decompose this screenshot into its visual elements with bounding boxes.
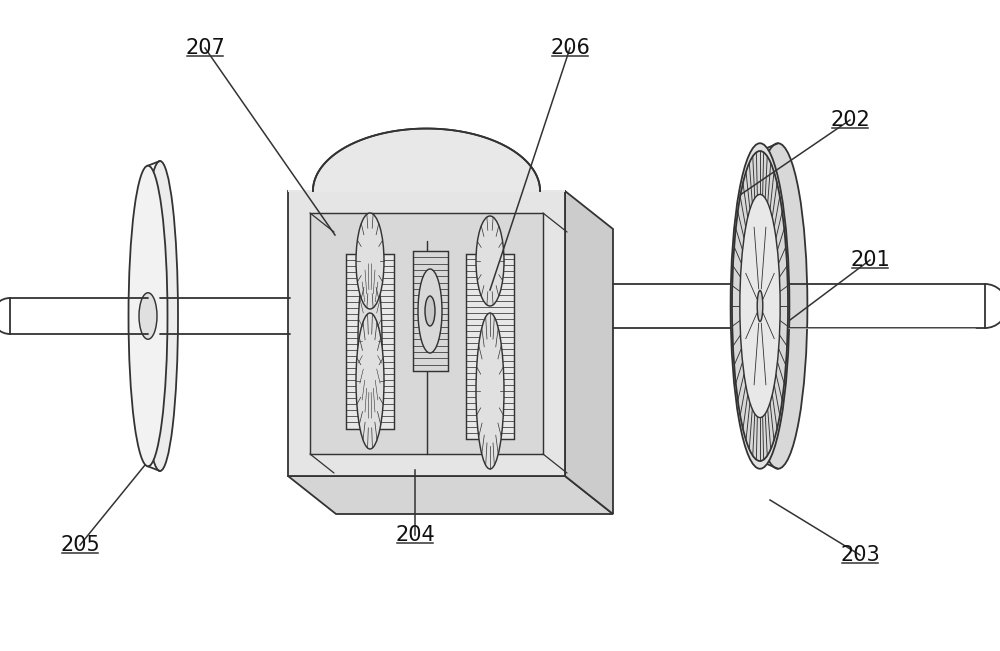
Text: 202: 202: [830, 110, 870, 130]
Ellipse shape: [425, 296, 435, 326]
Ellipse shape: [749, 143, 807, 469]
Ellipse shape: [476, 216, 504, 306]
Text: 201: 201: [850, 250, 890, 270]
Ellipse shape: [732, 151, 788, 461]
Polygon shape: [288, 191, 565, 476]
Ellipse shape: [476, 313, 504, 469]
Ellipse shape: [418, 269, 442, 353]
Ellipse shape: [757, 290, 763, 322]
Text: 204: 204: [395, 525, 435, 545]
Polygon shape: [413, 251, 448, 371]
Text: 205: 205: [60, 535, 100, 555]
Ellipse shape: [356, 313, 384, 449]
Polygon shape: [310, 213, 543, 454]
Polygon shape: [288, 128, 565, 191]
Ellipse shape: [731, 143, 789, 469]
Polygon shape: [466, 253, 514, 439]
Polygon shape: [288, 476, 613, 514]
Ellipse shape: [356, 213, 384, 309]
Text: 206: 206: [550, 38, 590, 58]
Polygon shape: [288, 128, 565, 191]
Polygon shape: [565, 191, 613, 514]
Ellipse shape: [139, 293, 157, 339]
Ellipse shape: [128, 165, 168, 466]
Ellipse shape: [740, 195, 780, 417]
Ellipse shape: [358, 256, 382, 426]
Text: 207: 207: [185, 38, 225, 58]
Ellipse shape: [142, 161, 178, 471]
Text: 203: 203: [840, 545, 880, 565]
Polygon shape: [346, 253, 394, 428]
